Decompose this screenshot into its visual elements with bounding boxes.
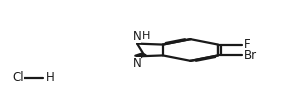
- Text: F: F: [243, 38, 250, 51]
- Text: Br: Br: [243, 49, 257, 62]
- Text: H: H: [46, 71, 54, 84]
- Text: N: N: [133, 30, 141, 43]
- Text: N: N: [133, 57, 141, 70]
- Text: H: H: [141, 31, 150, 41]
- Text: Cl: Cl: [12, 71, 24, 84]
